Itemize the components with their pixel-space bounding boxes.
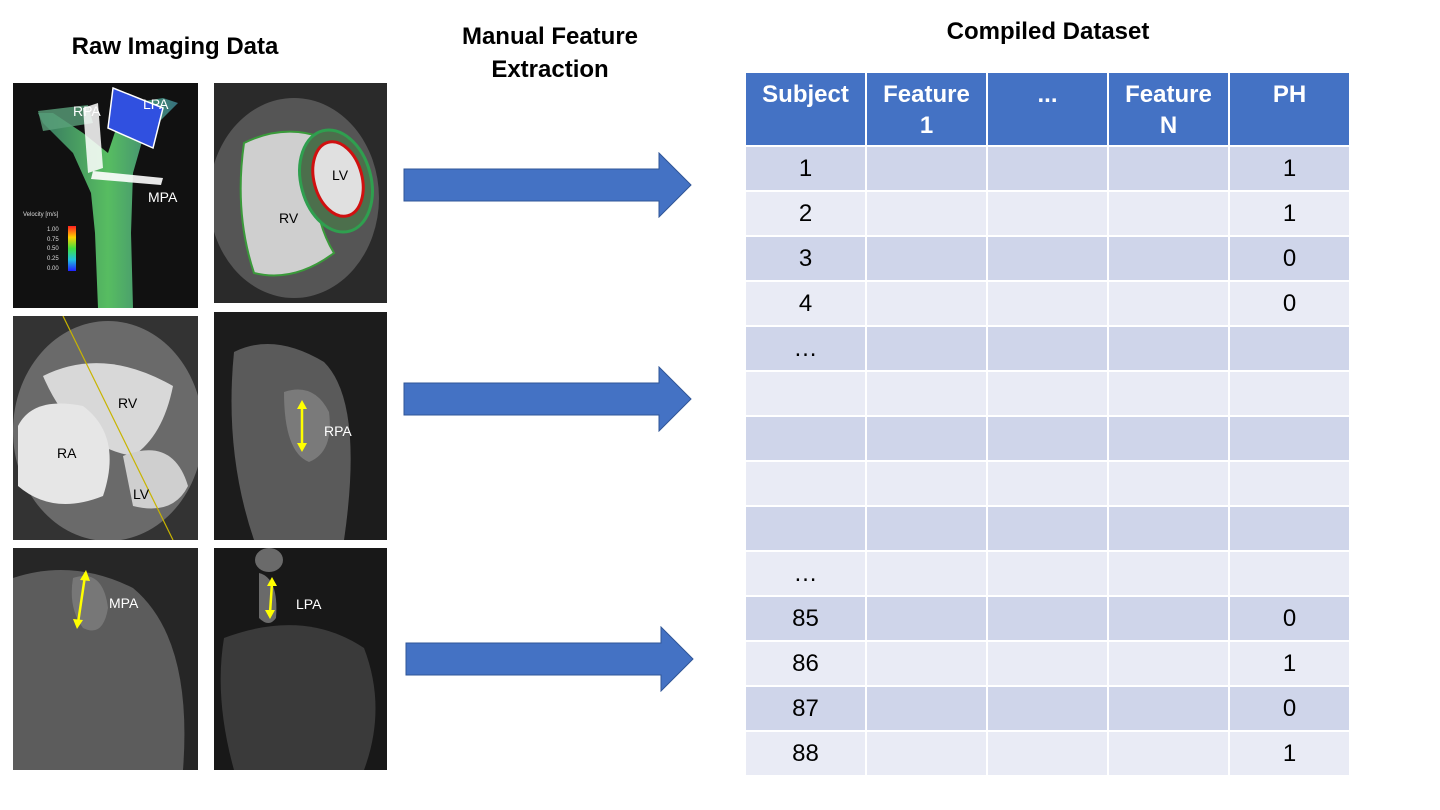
mpa-measure-arrowhead	[80, 570, 90, 581]
velocity-colorbar	[68, 226, 76, 271]
lpa-measure-arrowhead	[265, 610, 275, 619]
cell-ph	[1228, 550, 1351, 597]
cell-ph	[1228, 505, 1351, 552]
cell-subject: 2	[744, 190, 867, 237]
cell-subject: 85	[744, 595, 867, 642]
velocity-tick: 0.00	[47, 266, 59, 272]
cell-subject: …	[744, 550, 867, 597]
lpa-view-image: LPA	[214, 548, 387, 770]
cell-ph: 1	[1228, 640, 1351, 687]
cell-subject: 88	[744, 730, 867, 777]
mpa-view-image: MPA	[13, 548, 198, 770]
short-axis-image: LV RV	[214, 83, 387, 303]
header-feature-1: Feature 1	[865, 71, 988, 147]
lpa-view-label: LPA	[296, 596, 322, 612]
flow-label-rpa: RPA	[73, 103, 101, 119]
manual-extraction-line1: Manual Feature	[461, 23, 639, 50]
table-row: …	[744, 325, 1351, 372]
cell-subject: 1	[744, 145, 867, 192]
cell-ph	[1228, 460, 1351, 507]
table-row	[744, 505, 1351, 552]
flow-4d-svg: Velocity [m/s] 1.00 0.75 0.50 0.25 0.00 …	[23, 86, 178, 308]
raw-imaging-heading: Raw Imaging Data	[71, 33, 279, 60]
fc-label-lv: LV	[133, 486, 150, 502]
four-chamber-image: RV RA LV	[13, 316, 198, 540]
cell-subject	[744, 415, 867, 462]
sa-label-lv: LV	[332, 167, 349, 183]
cell-ph: 0	[1228, 235, 1351, 282]
cell-subject: 4	[744, 280, 867, 327]
table-row	[744, 415, 1351, 462]
table-row	[744, 370, 1351, 417]
flow-label-lpa: LPA	[143, 96, 169, 112]
manual-extraction-line2: Extraction	[491, 56, 609, 83]
cell-ph: 1	[1228, 190, 1351, 237]
velocity-tick: 1.00	[47, 227, 59, 233]
mpa-measure-line	[76, 575, 87, 624]
compiled-dataset-heading: Compiled Dataset	[946, 18, 1150, 45]
flow-4d-image: Velocity [m/s] 1.00 0.75 0.50 0.25 0.00 …	[13, 83, 198, 308]
cell-subject: 87	[744, 685, 867, 732]
rpa-measure-arrowhead	[297, 443, 307, 452]
table-row: 86 1	[744, 640, 1351, 687]
cell-ph	[1228, 325, 1351, 372]
velocity-tick: 0.50	[47, 246, 59, 252]
cell-ph: 1	[1228, 730, 1351, 777]
rpa-measure-arrowhead	[297, 400, 307, 409]
four-chamber-svg: RV RA LV	[13, 316, 198, 540]
flow-label-mpa: MPA	[148, 189, 178, 205]
flow-arrow-icon	[405, 626, 694, 692]
velocity-tick: 0.75	[47, 237, 59, 243]
manual-extraction-heading: Manual Feature Extraction	[420, 20, 680, 86]
cell-ph: 0	[1228, 280, 1351, 327]
fc-label-ra: RA	[57, 445, 77, 461]
cell-subject	[744, 460, 867, 507]
cell-subject: 3	[744, 235, 867, 282]
table-row: 87 0	[744, 685, 1351, 732]
cell-ph	[1228, 415, 1351, 462]
cell-ph: 0	[1228, 685, 1351, 732]
fc-label-rv: RV	[118, 395, 138, 411]
velocity-tick: 0.25	[47, 256, 59, 262]
cell-subject: …	[744, 325, 867, 372]
rpa-view-label: RPA	[324, 423, 352, 439]
table-row: 85 0	[744, 595, 1351, 642]
cell-ph	[1228, 370, 1351, 417]
mpa-view-svg: MPA	[13, 570, 185, 770]
sa-label-rv: RV	[279, 210, 299, 226]
cell-subject	[744, 370, 867, 417]
table-row	[744, 460, 1351, 507]
table-row: 88 1	[744, 730, 1351, 777]
header-subject: Subject	[744, 71, 867, 147]
header-feature-n: Feature N	[1107, 71, 1230, 147]
rpa-view-image: RPA	[214, 312, 387, 540]
cell-subject: 86	[744, 640, 867, 687]
header-ph: PH	[1228, 71, 1351, 147]
cell-ph: 0	[1228, 595, 1351, 642]
lpa-measure-line	[268, 582, 274, 614]
cell-subject	[744, 505, 867, 552]
lpa-view-svg: LPA	[220, 548, 376, 770]
cell-ph: 1	[1228, 145, 1351, 192]
table-row: …	[744, 550, 1351, 597]
rpa-view-svg: RPA	[231, 344, 352, 540]
flow-arrow-icon	[403, 152, 692, 218]
velocity-legend-title: Velocity [m/s]	[23, 212, 59, 218]
table-header-row: Subject Feature 1 ... Feature N PH	[744, 71, 1351, 147]
flow-arrow-icon	[403, 366, 692, 432]
header-ellipsis: ...	[986, 71, 1109, 147]
short-axis-svg: LV RV	[214, 98, 379, 298]
mpa-measure-arrowhead	[73, 619, 83, 629]
scan-plane-line	[62, 316, 174, 540]
lpa-measure-arrowhead	[267, 577, 277, 586]
mpa-view-label: MPA	[109, 595, 139, 611]
